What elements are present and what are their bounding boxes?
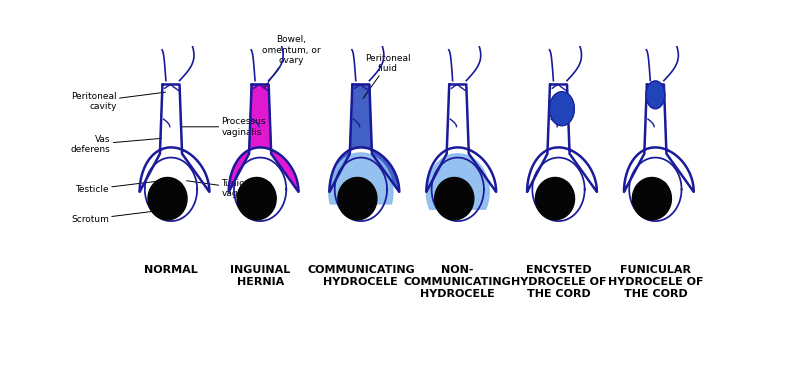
Polygon shape — [435, 177, 474, 220]
Text: FUNICULAR
HYDROCELE OF
THE CORD: FUNICULAR HYDROCELE OF THE CORD — [608, 265, 703, 299]
Text: Peritoneal
cavity: Peritoneal cavity — [71, 92, 165, 111]
Text: NON-
COMMUNICATING
HYDROCELE: NON- COMMUNICATING HYDROCELE — [404, 265, 512, 299]
Text: Processus
vaginalis: Processus vaginalis — [181, 117, 266, 136]
Text: NORMAL: NORMAL — [144, 265, 198, 275]
Text: Bowel,
omentum, or
ovary: Bowel, omentum, or ovary — [262, 35, 321, 88]
Text: Scrotum: Scrotum — [71, 211, 151, 224]
Polygon shape — [535, 177, 574, 220]
Polygon shape — [329, 153, 393, 204]
Text: Testicle: Testicle — [75, 181, 162, 194]
Polygon shape — [549, 92, 574, 126]
Text: Peritoneal
fluid: Peritoneal fluid — [363, 54, 411, 98]
Polygon shape — [559, 181, 569, 189]
Polygon shape — [633, 177, 671, 220]
Polygon shape — [426, 154, 489, 209]
Text: Tunica
vaginalis: Tunica vaginalis — [186, 179, 262, 198]
Polygon shape — [361, 181, 372, 189]
Text: COMMUNICATING
HYDROCELE: COMMUNICATING HYDROCELE — [307, 265, 415, 287]
Text: ENCYSTED
HYDROCELE OF
THE CORD: ENCYSTED HYDROCELE OF THE CORD — [511, 265, 606, 299]
Polygon shape — [260, 181, 271, 189]
Polygon shape — [458, 181, 469, 189]
Polygon shape — [148, 177, 187, 220]
Polygon shape — [171, 181, 182, 189]
Polygon shape — [228, 85, 299, 192]
Text: Vas
deferens: Vas deferens — [70, 135, 162, 154]
Text: INGUINAL
HERNIA: INGUINAL HERNIA — [230, 265, 290, 287]
Polygon shape — [655, 181, 667, 189]
Polygon shape — [330, 85, 399, 192]
Polygon shape — [237, 177, 276, 220]
Polygon shape — [646, 81, 665, 109]
Polygon shape — [338, 177, 377, 220]
